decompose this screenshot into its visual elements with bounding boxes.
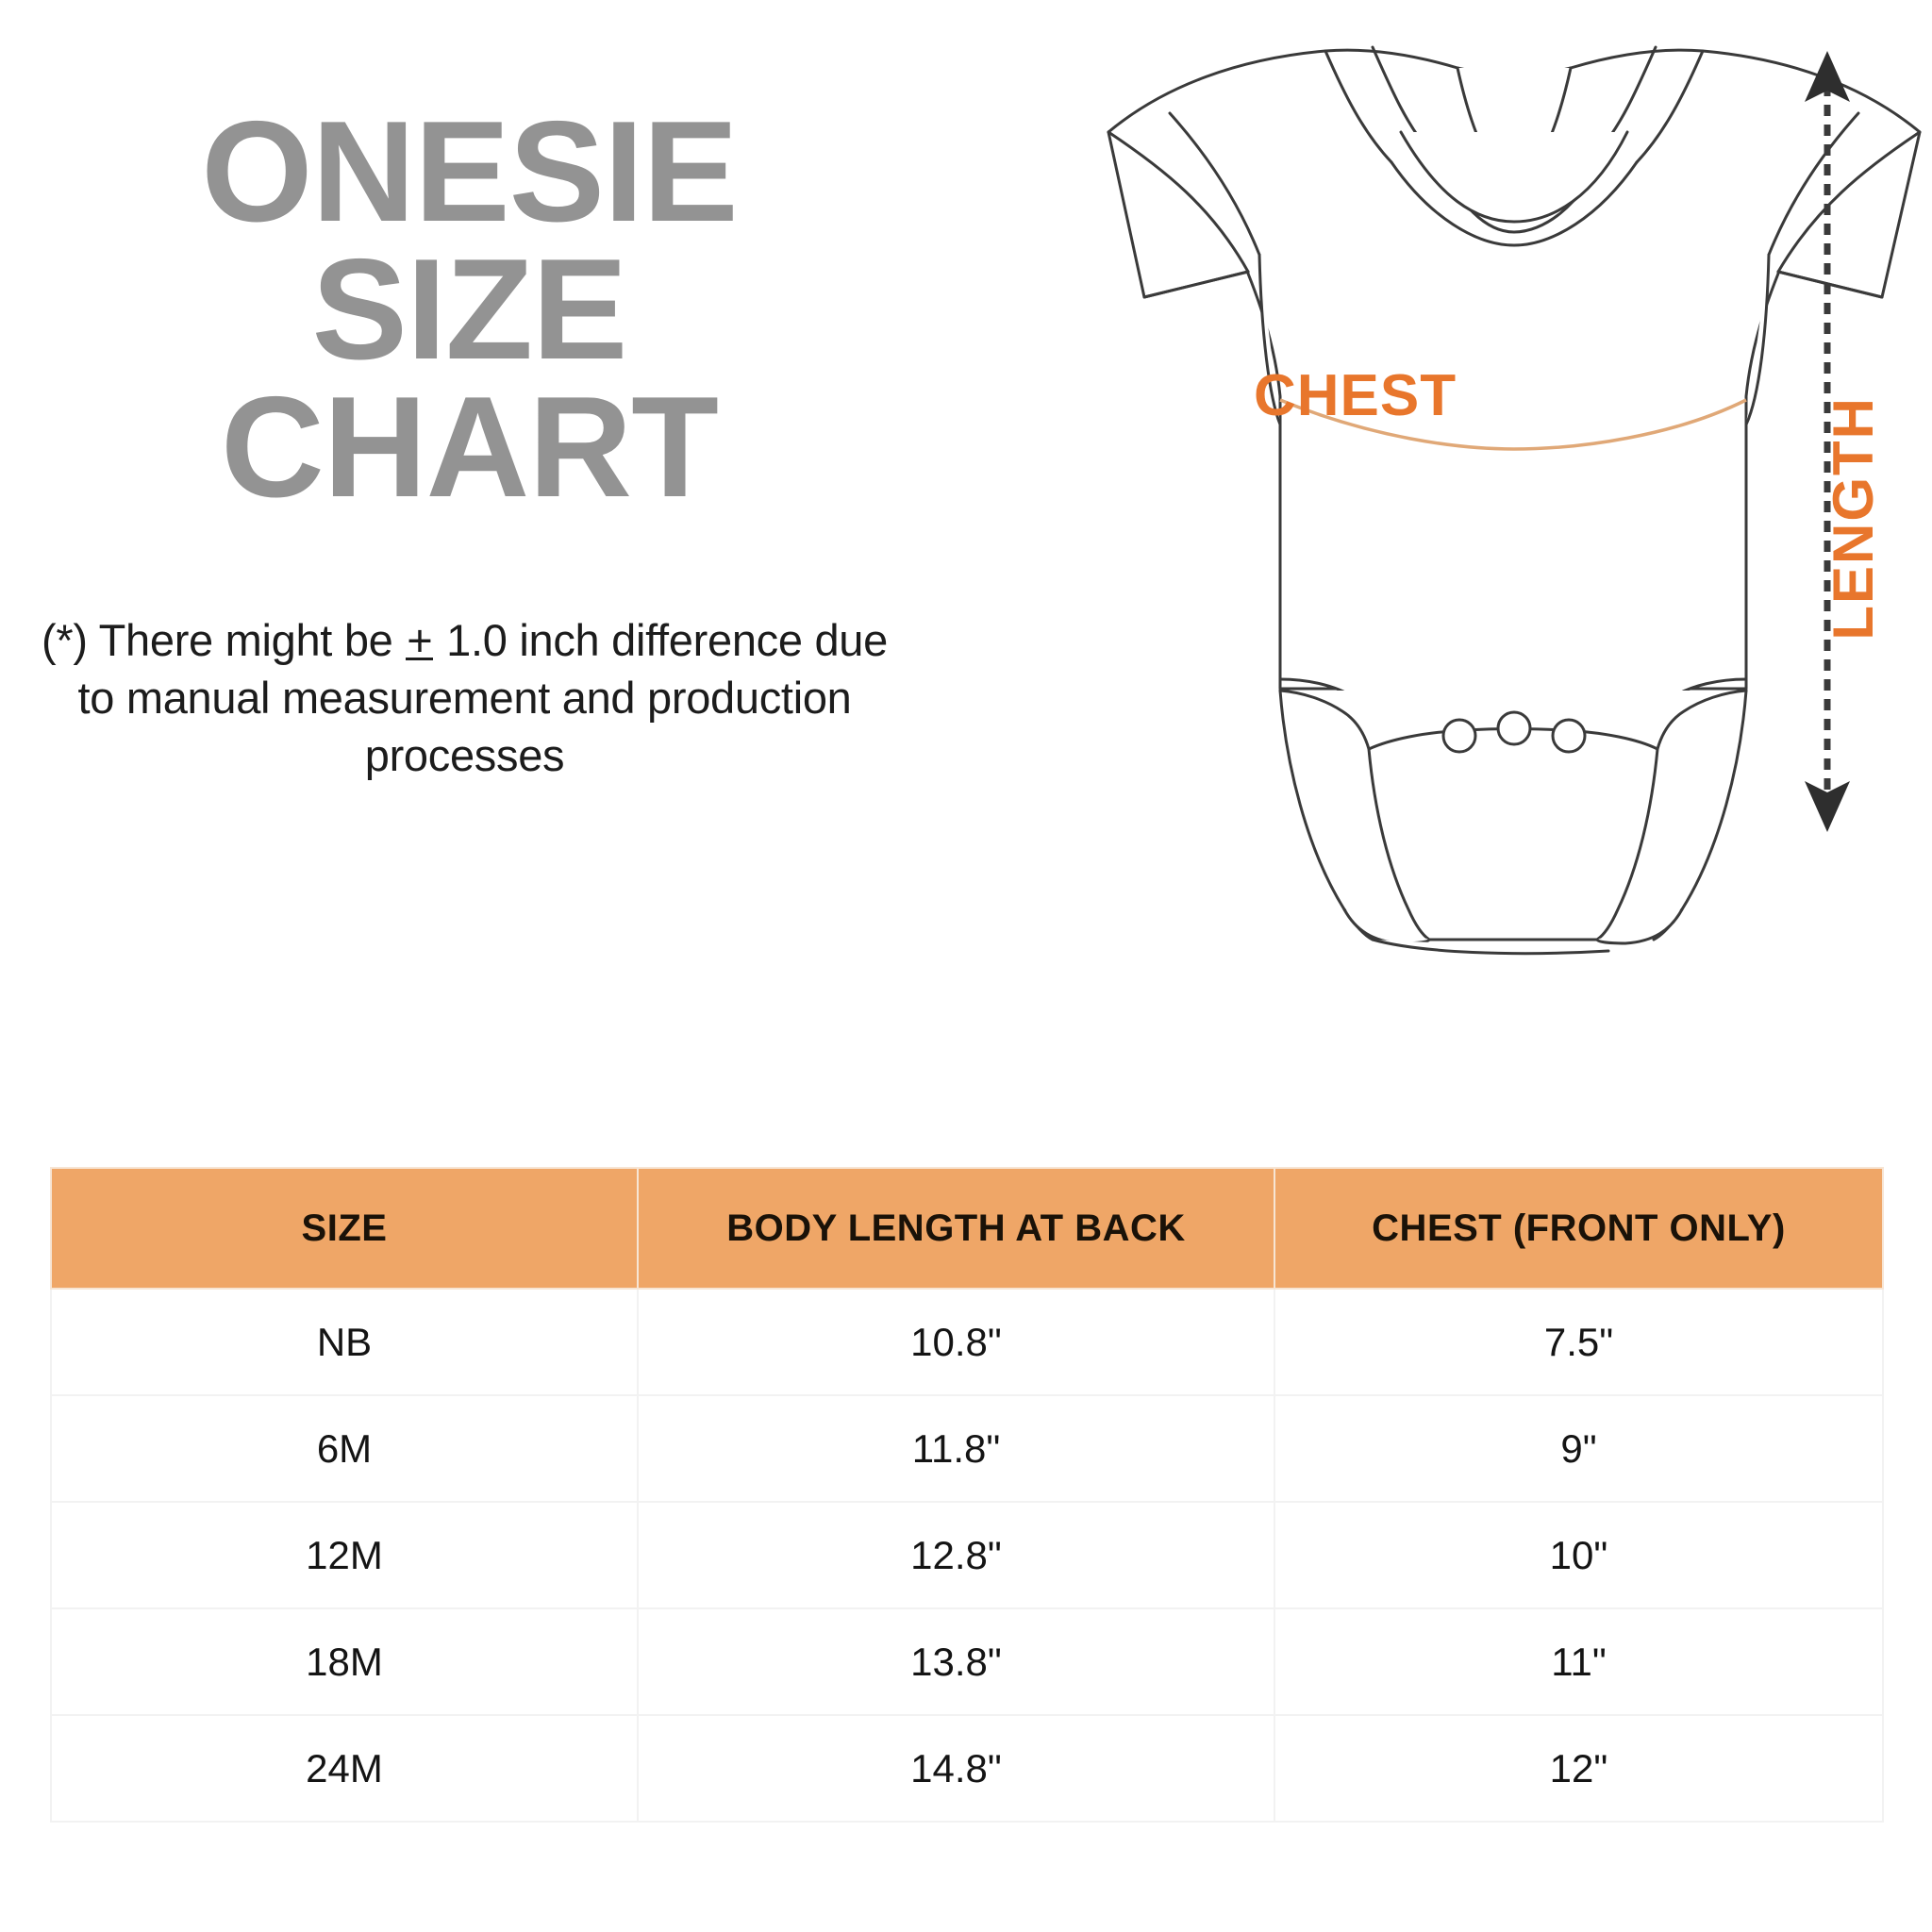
cell-length: 10.8" xyxy=(637,1288,1275,1396)
cell-chest: 7.5" xyxy=(1274,1288,1884,1396)
title-line-2: SIZE xyxy=(311,228,628,390)
cell-chest: 11" xyxy=(1274,1607,1884,1716)
cell-chest: 12" xyxy=(1274,1714,1884,1823)
length-label: LENGTH xyxy=(1822,396,1885,641)
size-table: SIZE BODY LENGTH AT BACK CHEST (FRONT ON… xyxy=(50,1167,1884,1823)
table-row: 24M 14.8" 12" xyxy=(50,1714,1884,1823)
column-header-chest: CHEST (FRONT ONLY) xyxy=(1274,1167,1884,1290)
cell-length: 13.8" xyxy=(637,1607,1275,1716)
disclaimer-suffix: 1.0 inch difference due to manual measur… xyxy=(77,614,888,780)
table-row: 18M 13.8" 11" xyxy=(50,1607,1884,1716)
snap-button-2 xyxy=(1496,710,1532,746)
table-row: 12M 12.8" 10" xyxy=(50,1501,1884,1609)
title-line-3: CHART xyxy=(221,366,719,527)
column-header-body-length: BODY LENGTH AT BACK xyxy=(637,1167,1275,1290)
title-line-1: ONESIE xyxy=(201,92,738,252)
chest-measure-curve xyxy=(1279,398,1747,451)
page-title: ONESIE SIZE CHART xyxy=(0,92,929,527)
chest-label: CHEST xyxy=(1254,363,1457,428)
length-measure-arrow xyxy=(1805,51,1850,832)
cell-chest: 10" xyxy=(1274,1501,1884,1609)
cell-size: 24M xyxy=(50,1714,639,1823)
snap-button-1 xyxy=(1441,718,1477,754)
cell-size: 18M xyxy=(50,1607,639,1716)
snap-button-3 xyxy=(1551,718,1587,754)
table-row: 6M 11.8" 9" xyxy=(50,1394,1884,1503)
cell-size: NB xyxy=(50,1288,639,1396)
measurement-disclaimer: (*) There might be + 1.0 inch difference… xyxy=(0,611,929,784)
table-row: NB 10.8" 7.5" xyxy=(50,1288,1884,1396)
onesie-illustration xyxy=(929,19,1932,1113)
column-header-size: SIZE xyxy=(50,1167,639,1290)
disclaimer-prefix: (*) There might be xyxy=(42,614,406,665)
table-header-row: SIZE BODY LENGTH AT BACK CHEST (FRONT ON… xyxy=(50,1167,1884,1290)
cell-length: 14.8" xyxy=(637,1714,1275,1823)
cell-size: 12M xyxy=(50,1501,639,1609)
cell-length: 11.8" xyxy=(637,1394,1275,1503)
cell-size: 6M xyxy=(50,1394,639,1503)
cell-chest: 9" xyxy=(1274,1394,1884,1503)
plus-minus-symbol: + xyxy=(405,611,434,669)
heading-block: ONESIE SIZE CHART (*) There might be + 1… xyxy=(0,92,929,784)
cell-length: 12.8" xyxy=(637,1501,1275,1609)
